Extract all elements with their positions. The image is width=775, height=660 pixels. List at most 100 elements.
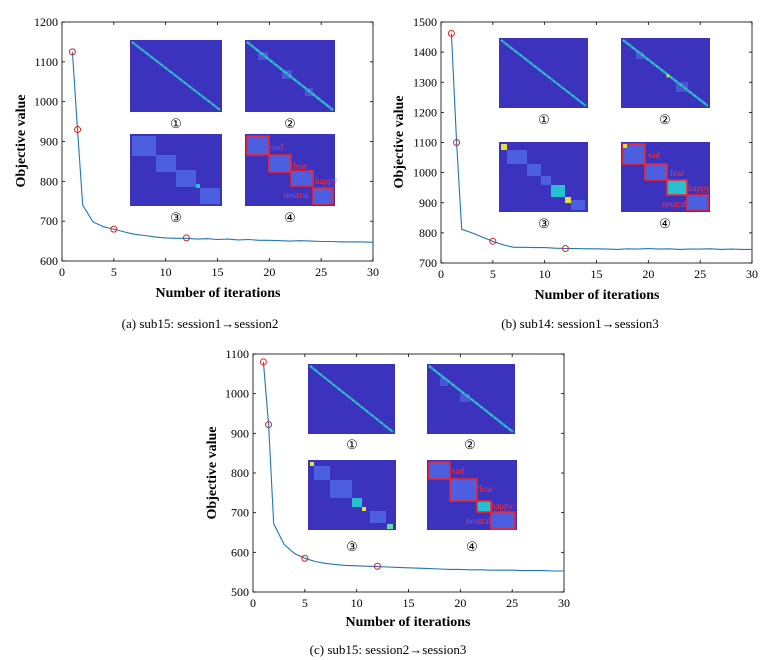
- y-tick-label: 700: [419, 256, 437, 270]
- matrix-inset-a4: sad fear happy neutral ④: [245, 134, 337, 225]
- y-tick-label: 1000: [34, 95, 58, 109]
- y-tick-label: 500: [231, 585, 249, 599]
- highlight-marker: [561, 245, 569, 253]
- y-tick-label: 1400: [413, 45, 437, 59]
- svg-text:①: ①: [538, 112, 550, 127]
- svg-text:②: ②: [659, 112, 671, 127]
- svg-text:neutral: neutral: [662, 199, 687, 209]
- y-tick-label: 700: [231, 506, 249, 520]
- svg-text:sad: sad: [648, 150, 660, 160]
- x-tick-label: 0: [250, 596, 256, 610]
- caption-c: (c) sub15: session2→session3: [310, 642, 467, 657]
- y-tick-label: 800: [231, 466, 249, 480]
- series-b: [447, 29, 752, 253]
- x-axis-label-a: Number of iterations: [156, 286, 281, 301]
- y-tick-label: 800: [419, 226, 437, 240]
- matrix-inset-a1: ①: [130, 40, 222, 131]
- x-tick-label: 10: [160, 265, 172, 279]
- y-tick-label: 1000: [225, 387, 249, 401]
- x-axis-label-c: Number of iterations: [346, 615, 471, 630]
- matrix-inset-c4: sad fear happy neutral ④: [427, 460, 517, 554]
- highlight-marker: [265, 421, 273, 429]
- y-tick-label: 800: [40, 174, 58, 188]
- svg-text:happy: happy: [491, 501, 513, 511]
- highlight-marker: [182, 234, 190, 242]
- highlight-marker: [453, 139, 461, 146]
- svg-text:①: ①: [170, 116, 182, 131]
- y-tick-label: 700: [40, 214, 58, 228]
- svg-text:①: ①: [346, 437, 358, 452]
- y-tick-label: 1100: [413, 136, 437, 150]
- objective-line: [450, 33, 752, 250]
- svg-text:③: ③: [538, 216, 550, 231]
- matrix-inset-b3: ③: [499, 142, 588, 231]
- x-tick-label: 25: [315, 265, 327, 279]
- matrix-inset-a2: ②: [245, 40, 335, 131]
- y-tick-label: 900: [231, 426, 249, 440]
- svg-text:④: ④: [466, 539, 478, 554]
- svg-text:②: ②: [464, 437, 476, 452]
- highlight-marker: [74, 126, 82, 134]
- panel-a: 0 5 10 15 20 25 30 600 700 800 900 1000 1100 1200 Num…: [14, 15, 379, 331]
- x-tick-label: 30: [558, 596, 570, 610]
- matrix-inset-b4: sad fear happy neutral ④: [621, 142, 710, 231]
- svg-text:fear: fear: [479, 484, 493, 494]
- x-tick-label: 30: [746, 267, 758, 281]
- y-tick-label: 1100: [225, 347, 249, 361]
- matrix-inset-a3: ③: [130, 134, 222, 225]
- x-tick-label: 5: [111, 265, 117, 279]
- y-tick-label: 1500: [413, 15, 437, 29]
- x-tick-label: 30: [367, 265, 379, 279]
- y-tick-label: 900: [40, 135, 58, 149]
- objective-line: [71, 51, 374, 243]
- x-tick-label: 5: [490, 267, 496, 281]
- x-tick-label: 15: [403, 596, 415, 610]
- y-tick-label: 1300: [413, 75, 437, 89]
- caption-b: (b) sub14: session1→session3: [501, 316, 658, 331]
- highlight-marker: [68, 48, 76, 56]
- svg-text:②: ②: [284, 116, 296, 131]
- svg-text:happy: happy: [688, 183, 710, 193]
- matrix-inset-c1: ①: [308, 364, 395, 452]
- highlight-marker: [489, 237, 497, 245]
- svg-text:sad: sad: [271, 142, 283, 152]
- x-axis-label-b: Number of iterations: [535, 288, 660, 303]
- highlight-marker: [301, 554, 309, 562]
- y-tick-label: 1200: [413, 105, 437, 119]
- y-tick-label: 1100: [34, 55, 58, 69]
- y-axis-label-b: Objective value: [392, 96, 407, 189]
- x-tick-label: 20: [642, 267, 654, 281]
- svg-text:③: ③: [346, 539, 358, 554]
- y-tick-label: 900: [419, 196, 437, 210]
- x-tick-label: 20: [454, 596, 466, 610]
- svg-text:sad: sad: [452, 466, 464, 476]
- axis-ticks-a: 0 5 10 15 20 25 30 600 700 800 900 1000 1100 1200: [34, 15, 379, 279]
- objective-line: [262, 361, 564, 572]
- x-tick-label: 25: [506, 596, 518, 610]
- x-tick-label: 15: [212, 265, 224, 279]
- series-a: [68, 48, 374, 243]
- y-tick-label: 600: [231, 545, 249, 559]
- x-tick-label: 10: [351, 596, 363, 610]
- y-tick-label: 1200: [34, 15, 58, 29]
- x-tick-label: 0: [59, 265, 65, 279]
- x-tick-label: 20: [263, 265, 275, 279]
- x-tick-label: 5: [302, 596, 308, 610]
- svg-text:fear: fear: [670, 168, 684, 178]
- x-tick-label: 25: [694, 267, 706, 281]
- x-tick-label: 10: [539, 267, 551, 281]
- svg-text:fear: fear: [293, 161, 307, 171]
- svg-text:neutral: neutral: [284, 190, 309, 200]
- matrix-inset-b1: ①: [499, 38, 588, 127]
- matrix-inset-c2: ②: [427, 364, 515, 452]
- axis-ticks-c: 0 5 10 15 20 25 30 500 600 700 800 900 1000 1100: [225, 347, 570, 610]
- series-c: [259, 358, 564, 572]
- svg-text:neutral: neutral: [466, 516, 491, 526]
- highlight-marker: [110, 225, 118, 233]
- svg-text:④: ④: [659, 216, 671, 231]
- svg-text:④: ④: [284, 210, 296, 225]
- y-tick-label: 1000: [413, 166, 437, 180]
- highlight-marker: [259, 358, 267, 366]
- axis-ticks-b: 0 5 10 15 20 25 30 700 800 900 1000 1100 1200 1300 140…: [413, 15, 758, 281]
